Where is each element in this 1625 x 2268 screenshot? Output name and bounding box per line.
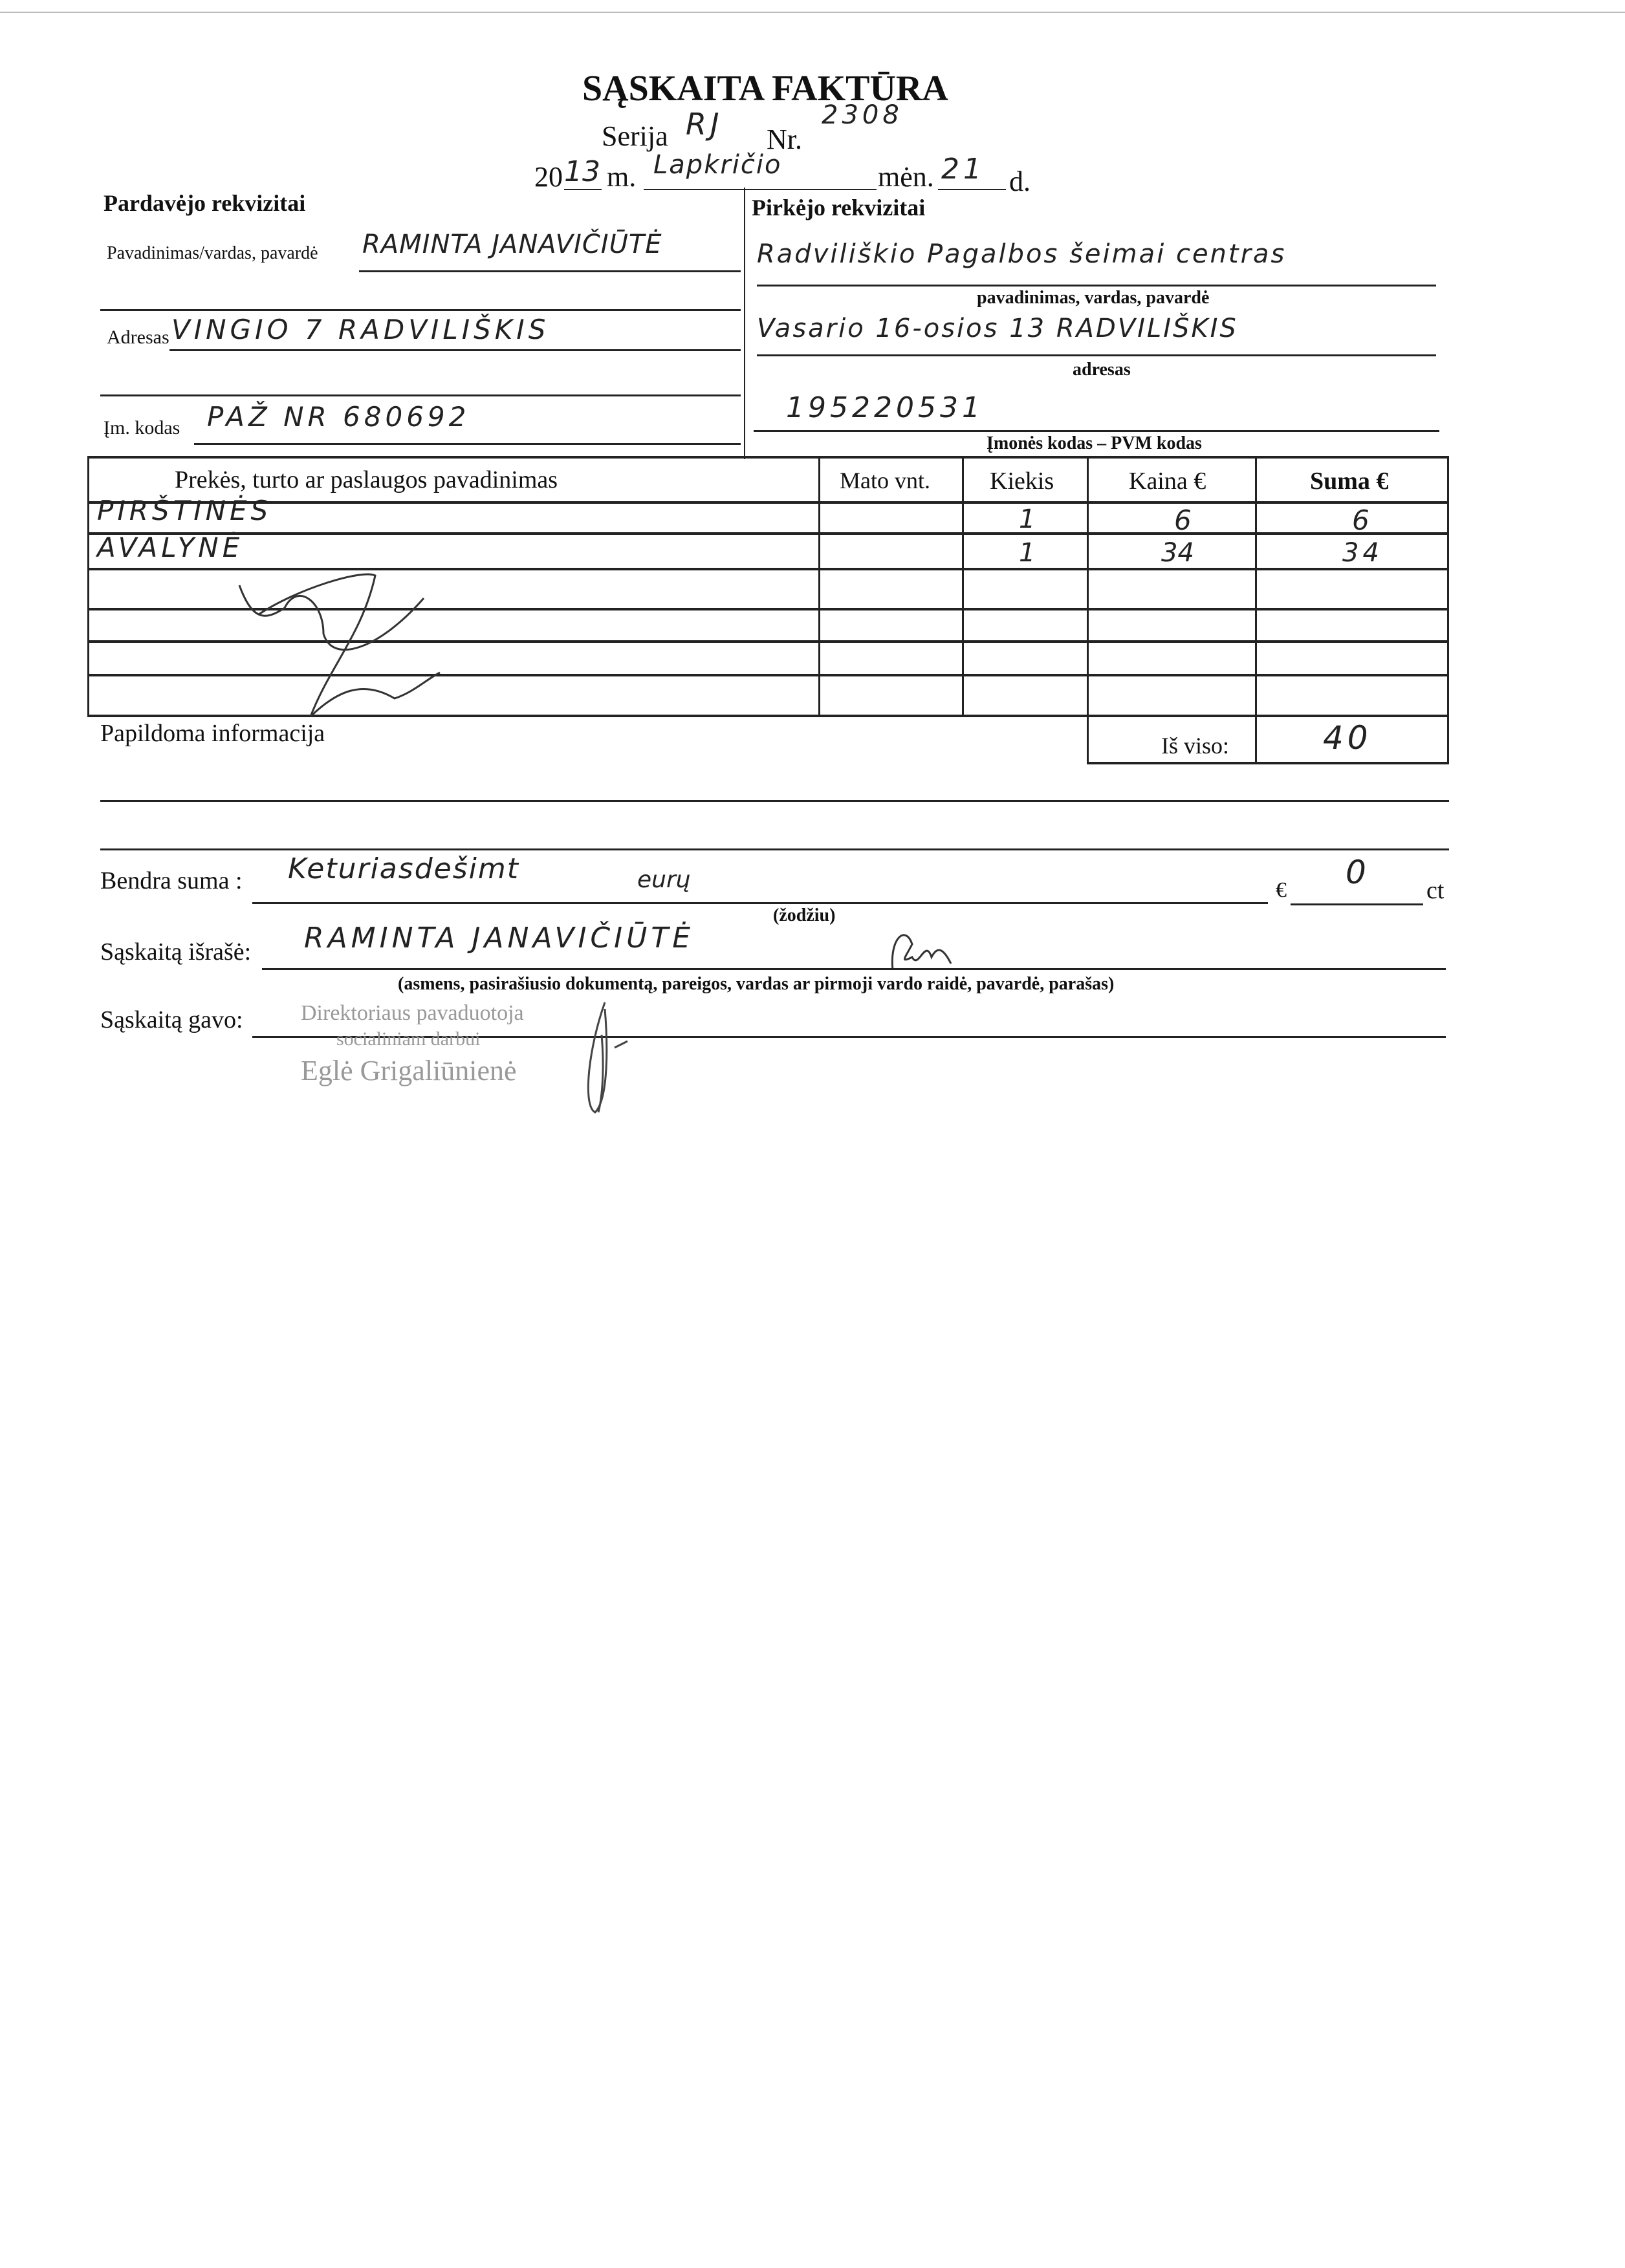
table-border [87, 456, 1449, 459]
buyer-address: Vasario 16-osios 13 RADVILIŠKIS [757, 314, 1238, 343]
col-line [818, 456, 820, 717]
header-price: Kaina € [1129, 468, 1206, 495]
seller-heading: Pardavėjo rekvizitai [104, 190, 306, 216]
seller-code-line [194, 443, 741, 445]
seller-code: PAŽ NR 680692 [207, 401, 470, 433]
month-value: Lapkričio [653, 150, 782, 180]
total-words-currency: eurų [637, 867, 691, 893]
buyer-address-line [757, 354, 1436, 356]
header-sum: Suma € [1310, 468, 1389, 495]
total-words-label: Bendra suma : [100, 867, 243, 894]
day-label: d. [1009, 166, 1031, 197]
issued-by-caption: (asmens, pasirašiusio dokumentą, pareigo… [398, 974, 1115, 994]
day-line [938, 189, 1006, 190]
info-line [100, 800, 1449, 802]
cents-label: ct [1426, 877, 1445, 904]
year-prefix: 20 [534, 161, 563, 193]
row-line [87, 501, 1449, 504]
seller-name-line [359, 270, 741, 272]
total-label: Iš viso: [1161, 733, 1230, 759]
header-item: Prekės, turto ar paslaugos pavadinimas [175, 466, 558, 493]
buyer-code-caption: Įmonės kodas – PVM kodas [987, 433, 1202, 453]
col-line [1447, 456, 1449, 763]
seller-name-label: Pavadinimas/vardas, pavardė [107, 243, 318, 263]
seller-name: RAMINTA JANAVIČIŪTĖ [362, 230, 662, 259]
buyer-code: 195220531 [786, 391, 984, 424]
series-label: Serija [602, 120, 668, 152]
seller-code-label: Įm. kodas [104, 417, 180, 438]
row-2-qty: 1 [1019, 538, 1040, 568]
year-label: m. [607, 161, 637, 193]
buyer-name-caption: pavadinimas, vardas, pavardė [977, 288, 1210, 308]
received-by-line [252, 1036, 1446, 1038]
strike-through-scribble [238, 573, 441, 717]
total-words-line [252, 902, 1268, 904]
received-by-label: Sąskaitą gavo: [100, 1006, 243, 1033]
cents-line [1291, 903, 1423, 905]
row-1-price: 6 [1174, 504, 1195, 536]
row-line [87, 532, 1449, 535]
year-line [564, 189, 602, 190]
col-line [1087, 456, 1089, 763]
buyer-code-line [754, 430, 1439, 432]
month-line [644, 189, 877, 190]
euro-label: € [1276, 878, 1287, 902]
issued-by-label: Sąskaitą išrašė: [100, 938, 252, 966]
header-unit: Mato vnt. [840, 468, 930, 493]
buyer-name: Radviliškio Pagalbos šeimai centras [757, 239, 1287, 269]
row-2-item: AVALYNĖ [97, 532, 244, 563]
issued-by-value: RAMINTA JANAVIČIŪTĖ [304, 922, 695, 955]
issued-by-line [262, 968, 1446, 970]
header-qty: Kiekis [990, 468, 1054, 495]
row-line [87, 608, 1449, 610]
stamp-line-3: Eglė Grigaliūnienė [301, 1055, 517, 1086]
year-suffix: 13 [564, 155, 600, 188]
cents-value: 0 [1346, 854, 1370, 891]
table-border [87, 715, 1449, 717]
buyer-address-caption: adresas [1073, 360, 1131, 380]
info-line-2 [100, 848, 1449, 850]
col-line [1255, 456, 1257, 763]
seller-extra-line [100, 309, 741, 311]
series-value: RJ [686, 107, 723, 142]
row-2-sum: 34 [1342, 538, 1383, 568]
additional-info-label: Papildoma informacija [100, 720, 325, 747]
issuer-signature [891, 934, 952, 971]
row-1-qty: 1 [1019, 504, 1040, 534]
words-caption: (žodžiu) [773, 905, 836, 925]
col-line [87, 456, 89, 717]
row-1-item: PIRŠTINĖS [97, 495, 272, 526]
buyer-name-line [757, 285, 1436, 286]
total-value: 40 [1323, 719, 1372, 757]
month-label: mėn. [878, 161, 934, 193]
seller-address-label: Adresas [107, 327, 169, 348]
col-line [962, 456, 964, 717]
nr-value: 2308 [822, 100, 903, 130]
row-line [87, 568, 1449, 570]
receiver-signature [587, 1002, 628, 1114]
row-1-sum: 6 [1352, 504, 1373, 536]
day-value: 21 [941, 153, 985, 186]
nr-label: Nr. [767, 124, 802, 155]
scan-edge [0, 12, 1625, 13]
row-2-price: 34 [1161, 538, 1194, 568]
total-words-value: Keturiasdešimt [288, 852, 519, 885]
stamp-line-1: Direktoriaus pavaduotoja [301, 1001, 524, 1025]
row-line [87, 640, 1449, 643]
seller-address-line [169, 349, 741, 351]
page-title: SĄSKAITA FAKTŪRA [582, 69, 948, 109]
total-box-border [1087, 762, 1449, 764]
row-line [87, 674, 1449, 676]
seller-address-line-2 [100, 394, 741, 396]
stamp-line-2: socialiniam darbui [336, 1028, 481, 1050]
buyer-heading: Pirkėjo rekvizitai [752, 195, 926, 221]
column-divider [744, 188, 745, 459]
seller-address: VINGIO 7 RADVILIŠKIS [171, 314, 550, 345]
